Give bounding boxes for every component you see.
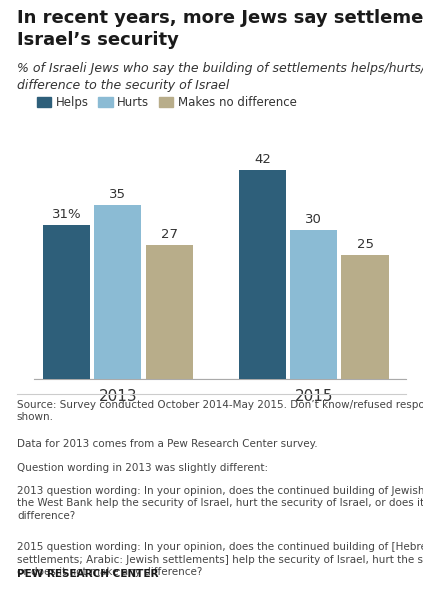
Text: PEW RESEARCH CENTER: PEW RESEARCH CENTER xyxy=(17,569,159,579)
Legend: Helps, Hurts, Makes no difference: Helps, Hurts, Makes no difference xyxy=(32,91,301,114)
Text: Data for 2013 comes from a Pew Research Center survey.: Data for 2013 comes from a Pew Research … xyxy=(17,439,318,449)
Bar xyxy=(43,225,90,379)
Text: Question wording in 2013 was slightly different:: Question wording in 2013 was slightly di… xyxy=(17,462,268,472)
Bar xyxy=(146,244,193,379)
Text: 2013 question wording: In your opinion, does the continued building of Jewish se: 2013 question wording: In your opinion, … xyxy=(17,486,423,520)
Text: 25: 25 xyxy=(357,237,374,250)
Bar xyxy=(290,230,337,379)
Bar xyxy=(341,255,389,379)
Text: Source: Survey conducted October 2014-May 2015. Don’t know/refused responses not: Source: Survey conducted October 2014-Ma… xyxy=(17,400,423,422)
Text: % of Israeli Jews who say the building of settlements helps/hurts/makes no
diffe: % of Israeli Jews who say the building o… xyxy=(17,62,423,92)
Text: 31%: 31% xyxy=(52,208,81,221)
Bar xyxy=(94,205,141,379)
Bar xyxy=(239,170,286,379)
Text: 27: 27 xyxy=(161,228,178,240)
Text: In recent years, more Jews say settlements help
Israel’s security: In recent years, more Jews say settlemen… xyxy=(17,9,423,49)
Text: 42: 42 xyxy=(254,153,271,166)
Text: 35: 35 xyxy=(109,188,126,201)
Text: 30: 30 xyxy=(305,213,322,226)
Text: 2015 question wording: In your opinion, does the continued building of [Hebrew/R: 2015 question wording: In your opinion, … xyxy=(17,542,423,577)
